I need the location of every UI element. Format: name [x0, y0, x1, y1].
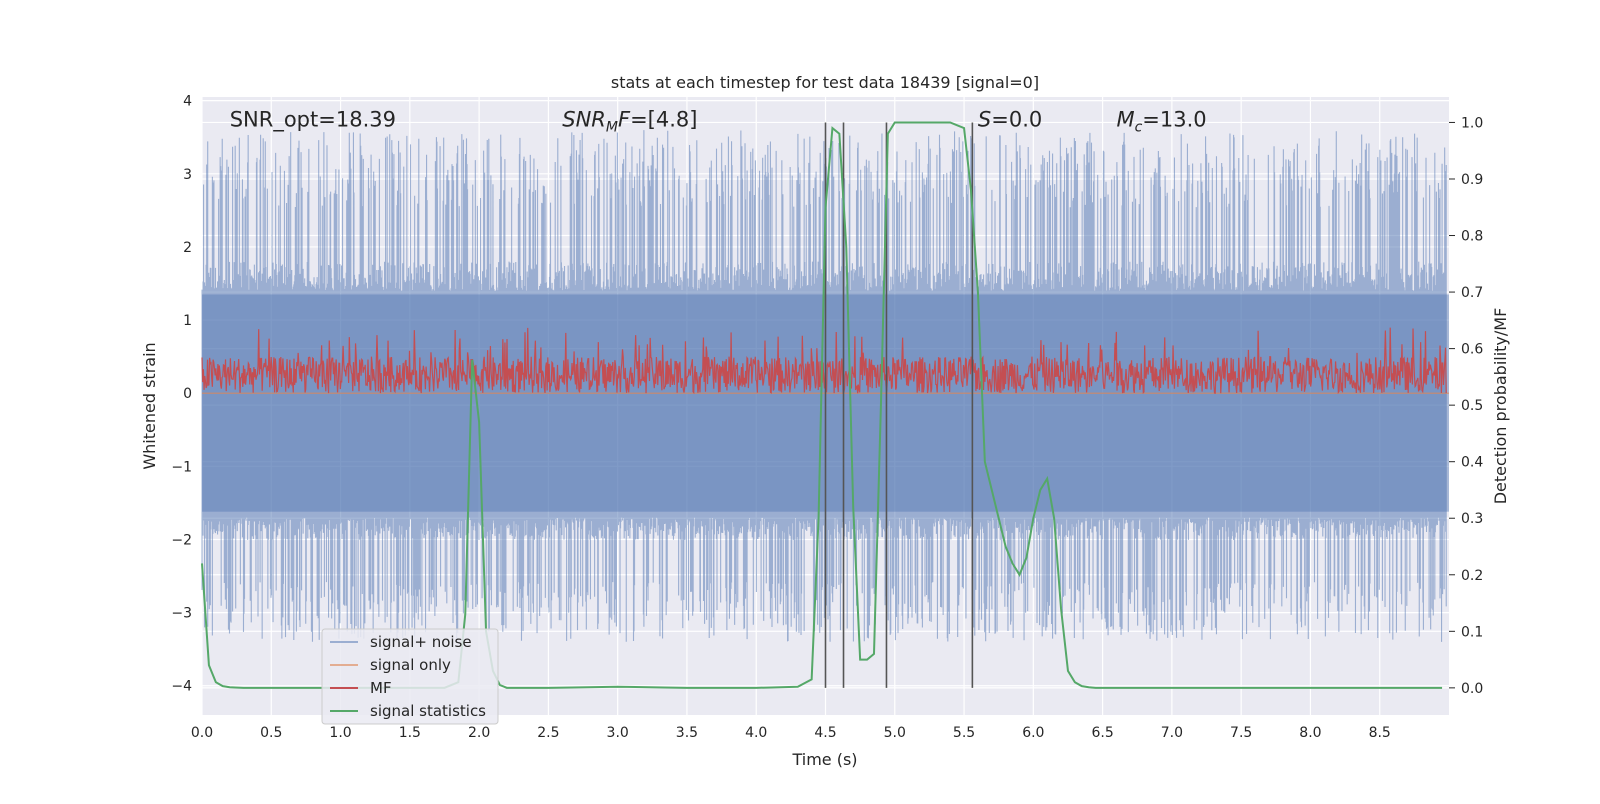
x-tick-label-15: 7.5	[1230, 725, 1252, 741]
annotation-2: S=0.0	[978, 107, 1042, 131]
y-right-tick-label-7: 0.7	[1461, 285, 1483, 301]
x-tick-label-14: 7.0	[1161, 725, 1183, 741]
stats-line	[201, 121, 1443, 689]
y-left-tick-label-2: −2	[171, 532, 192, 548]
y-left-tick-label-0: −4	[171, 679, 192, 695]
x-tick-label-17: 8.5	[1369, 725, 1391, 741]
y-left-tick-label-7: 3	[183, 167, 192, 183]
annotation-1-sub: M	[606, 119, 618, 135]
y-right-tick-label-8: 0.8	[1461, 229, 1483, 245]
x-tick-label-5: 2.5	[537, 725, 559, 741]
x-tick-label-2: 1.0	[329, 725, 351, 741]
annotation-3-sub: c	[1135, 119, 1143, 135]
y-right-axis-ticks: 0.0 0.1 0.2 0.3 0.4 0.5 0.6 0.7 0.8 0.9 1.0	[1449, 115, 1483, 697]
y-left-tick-label-4: 0	[183, 386, 192, 402]
y-left-axis-ticks: −4 −3 −2 −1 0 1 2 3 4	[171, 94, 192, 695]
x-axis-label: Time (s)	[791, 750, 857, 769]
x-tick-label-0: 0.0	[191, 725, 213, 741]
annotation-0: SNR_opt=18.39	[230, 107, 396, 132]
y-right-tick-label-5: 0.5	[1461, 398, 1483, 414]
annotation-1-rest: F=[4.8]	[618, 107, 697, 131]
x-tick-label-4: 2.0	[468, 725, 490, 741]
legend-label-mf: MF	[370, 679, 392, 697]
annotation-1: SNRMF=[4.8]	[562, 107, 697, 135]
chart-title: stats at each timestep for test data 184…	[611, 73, 1039, 92]
x-tick-label-11: 5.5	[953, 725, 975, 741]
annotation-2-main: S	[978, 107, 991, 131]
y-left-tick-label-5: 1	[183, 313, 192, 329]
y-right-tick-label-4: 0.4	[1461, 455, 1483, 471]
annotation-1-main: SNR	[562, 107, 606, 131]
x-axis-ticks: 0.0 0.5 1.0 1.5 2.0 2.5 3.0 3.5 4.0 4.5 5.0 5.5 6.0 6…	[191, 725, 1391, 741]
y-right-tick-label-6: 0.6	[1461, 342, 1483, 358]
y-right-tick-label-1: 0.1	[1461, 624, 1483, 640]
mf-trace	[201, 327, 1447, 395]
legend-box	[321, 628, 499, 725]
y-left-tick-label-1: −3	[171, 606, 192, 622]
y-right-tick-label-9: 0.9	[1461, 172, 1483, 188]
x-tick-label-8: 4.0	[745, 725, 767, 741]
x-tick-label-16: 8.0	[1299, 725, 1321, 741]
annotation-3: Mc=13.0	[1116, 107, 1206, 135]
y-right-tick-label-10: 1.0	[1461, 115, 1483, 131]
x-tick-label-12: 6.0	[1022, 725, 1044, 741]
legend-label-signal-only: signal only	[370, 656, 451, 674]
annotation-2-rest: =0.0	[991, 107, 1042, 131]
y-left-tick-label-8: 4	[183, 94, 192, 110]
x-tick-label-6: 3.0	[607, 725, 629, 741]
annotation-3-main: M	[1116, 107, 1134, 131]
annotation-1-f: F	[618, 107, 631, 131]
legend: signal+ noise signal only MF signal stat…	[321, 628, 499, 725]
legend-label-noise: signal+ noise	[370, 633, 472, 651]
y-left-axis-label: Whitened strain	[140, 342, 159, 469]
x-tick-label-9: 4.5	[814, 725, 836, 741]
annotation-3-rest: =13.0	[1142, 107, 1206, 131]
annotations: SNR_opt=18.39 SNRMF=[4.8] S=0.0 Mc=13.0	[230, 107, 1207, 135]
y-left-tick-label-6: 2	[183, 240, 192, 256]
x-tick-label-1: 0.5	[260, 725, 282, 741]
x-tick-label-10: 5.0	[884, 725, 906, 741]
legend-label-stats: signal statistics	[370, 702, 486, 720]
y-left-tick-label-3: −1	[171, 459, 192, 475]
x-tick-label-7: 3.5	[676, 725, 698, 741]
annotation-1-val: =[4.8]	[630, 107, 697, 131]
series-signal-statistics	[201, 121, 1443, 689]
y-right-tick-label-0: 0.0	[1461, 681, 1483, 697]
y-right-tick-label-2: 0.2	[1461, 568, 1483, 584]
x-tick-label-13: 6.5	[1091, 725, 1113, 741]
x-tick-label-3: 1.5	[399, 725, 421, 741]
series-mf	[201, 327, 1447, 395]
y-right-tick-label-3: 0.3	[1461, 511, 1483, 527]
y-right-axis-label: Detection probability/MF	[1491, 308, 1510, 505]
